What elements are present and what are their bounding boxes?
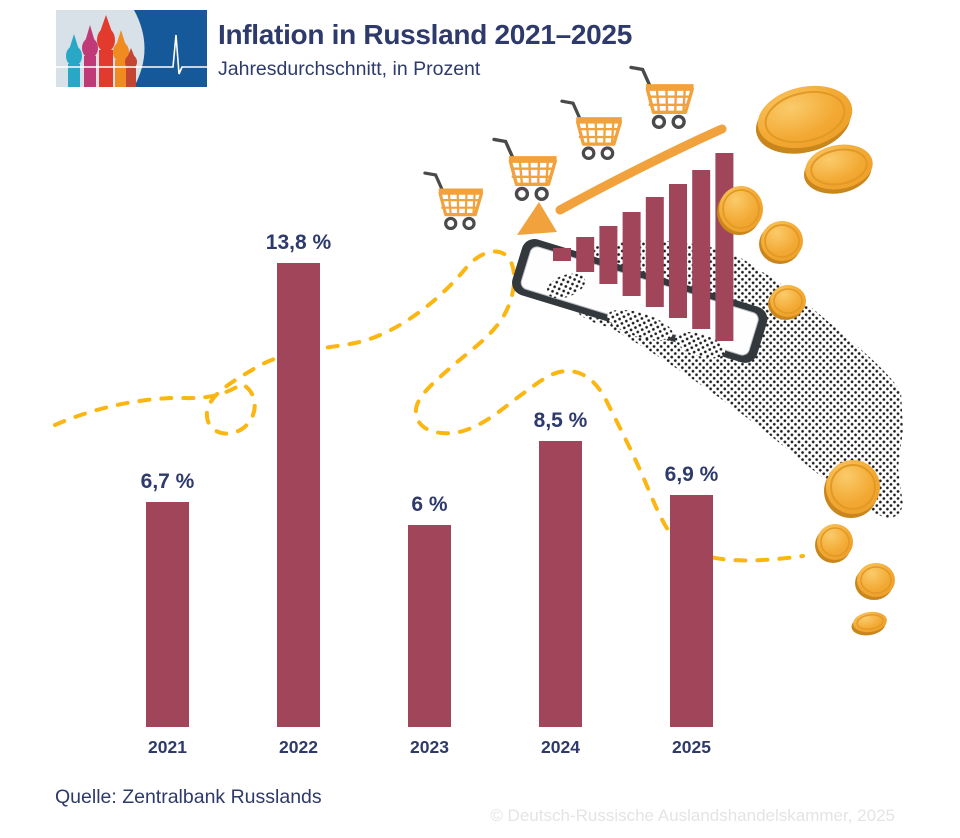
page-subtitle: Jahresdurchschnitt, in Prozent <box>218 58 481 80</box>
bar-year-label: 2021 <box>148 737 187 757</box>
copyright-note: © Deutsch-Russische Auslandshandelskamme… <box>490 806 895 825</box>
pulse-line-icon <box>56 34 207 75</box>
bar-2023 <box>408 525 451 727</box>
cathedral-domes <box>66 15 137 87</box>
bar-value-label: 8,5 % <box>533 409 588 432</box>
bar-2025 <box>670 495 713 727</box>
bar-2021 <box>146 502 189 727</box>
bar-value-label: 6,7 % <box>140 470 195 493</box>
bar-year-label: 2025 <box>672 737 711 757</box>
bar-2024 <box>539 441 582 727</box>
bar-year-label: 2022 <box>279 737 318 757</box>
bar-value-label: 6,9 % <box>664 463 719 486</box>
bar-value-label: 6 % <box>411 493 448 516</box>
bar-value-label: 13,8 % <box>265 231 332 254</box>
source-note: Quelle: Zentralbank Russlands <box>55 786 322 808</box>
bar-year-label: 2023 <box>410 737 449 757</box>
bar-year-label: 2024 <box>541 737 580 757</box>
st-basils-cathedral-pulse-logo <box>56 10 207 87</box>
bar-2022 <box>277 263 320 727</box>
page-title: Inflation in Russland 2021–2025 <box>218 19 632 50</box>
